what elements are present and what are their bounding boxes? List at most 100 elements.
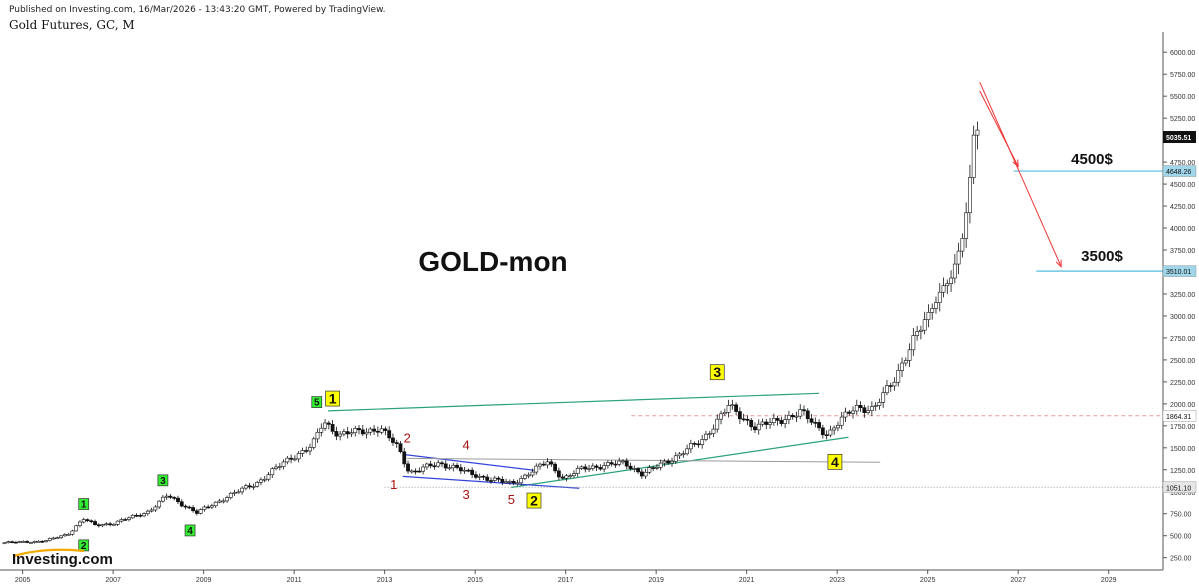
logo-swoosh-icon xyxy=(13,548,85,558)
candle-body xyxy=(259,479,263,483)
candle-body xyxy=(17,541,22,543)
candle-body xyxy=(730,404,735,407)
candle-body xyxy=(436,462,441,467)
candle-body xyxy=(123,519,128,521)
candle-body xyxy=(779,420,784,424)
candle-body xyxy=(183,505,188,508)
candle-body xyxy=(85,519,90,521)
candle-body xyxy=(851,410,855,414)
candle-body xyxy=(236,491,241,494)
candle-body xyxy=(952,263,957,279)
candle-body xyxy=(345,431,350,435)
candle-body xyxy=(93,521,97,526)
candle-body xyxy=(270,468,275,476)
candle-body xyxy=(500,478,505,483)
candle-body xyxy=(25,541,30,543)
price-label-box xyxy=(1162,410,1197,422)
candle-body xyxy=(903,360,908,364)
candle-body xyxy=(753,426,757,431)
candle-body xyxy=(455,464,459,468)
candle-body xyxy=(655,467,659,469)
candle-body xyxy=(228,492,233,498)
chart-title: GOLD-mon xyxy=(418,246,567,277)
candle-body xyxy=(149,509,154,512)
candle-body xyxy=(900,362,904,371)
wave-number: 2 xyxy=(404,431,411,446)
y-tick-label: 1500.00 xyxy=(1170,446,1195,453)
candle-body xyxy=(688,443,693,450)
candle-body xyxy=(391,437,395,443)
candle-body xyxy=(798,409,803,417)
price-label-box xyxy=(1162,265,1197,277)
y-tick-label: 4250.00 xyxy=(1170,204,1195,211)
y-tick-label: 500.00 xyxy=(1170,534,1192,541)
candle-body xyxy=(440,462,444,465)
y-tick-label: 250.00 xyxy=(1170,556,1192,563)
candle-body xyxy=(775,418,780,421)
candle-body xyxy=(334,431,339,437)
candle-body xyxy=(907,349,912,361)
wave-number: 1 xyxy=(390,477,397,492)
candle-body xyxy=(511,481,516,484)
candle-body xyxy=(666,460,671,464)
candle-body xyxy=(617,460,622,465)
candle-body xyxy=(749,420,754,428)
y-tick-label: 2750.00 xyxy=(1170,336,1195,343)
candle-body xyxy=(100,524,105,527)
candle-body xyxy=(89,520,94,522)
x-tick-label: 2023 xyxy=(829,577,845,584)
wave-badge-label: 3 xyxy=(713,364,721,380)
candle-body xyxy=(926,312,931,320)
candle-body xyxy=(888,385,893,387)
candle-body xyxy=(62,534,67,537)
candle-body xyxy=(296,453,301,460)
candle-body xyxy=(598,467,603,470)
candle-body xyxy=(734,404,739,412)
candle-body xyxy=(217,500,222,503)
wave-number: 4 xyxy=(462,438,469,453)
candle-body xyxy=(692,443,697,445)
candle-body xyxy=(364,431,369,435)
arrow-to-4500-head xyxy=(1012,159,1019,168)
symbol-title[interactable]: Gold Futures, GC, M xyxy=(9,18,135,32)
candle-body xyxy=(768,422,772,425)
y-tick-label: 5250.00 xyxy=(1170,116,1195,123)
candle-body xyxy=(881,392,886,403)
candle-body xyxy=(161,496,165,502)
candle-body xyxy=(937,291,942,303)
candle-body xyxy=(111,524,116,526)
candle-body xyxy=(198,509,203,514)
lower-trendline xyxy=(511,436,849,488)
candle-body xyxy=(304,450,309,452)
candle-body xyxy=(368,428,373,433)
candle-body xyxy=(477,475,482,478)
candle-body xyxy=(787,414,791,420)
candle-body xyxy=(519,478,524,484)
candle-body xyxy=(443,463,448,469)
wave-badge-label: 4 xyxy=(831,454,839,470)
candle-body xyxy=(915,331,920,336)
candle-body xyxy=(375,430,380,433)
candle-body xyxy=(70,530,75,535)
candle-body xyxy=(353,428,358,434)
candle-body xyxy=(922,319,927,331)
candle-body xyxy=(387,430,392,439)
y-tick-label: 3250.00 xyxy=(1170,292,1195,299)
y-tick-label: 750.00 xyxy=(1170,512,1192,519)
candle-body xyxy=(372,428,376,432)
wave-badge-bg xyxy=(526,492,542,509)
candle-body xyxy=(311,438,316,448)
candle-body xyxy=(281,461,286,467)
candle-body xyxy=(813,422,818,424)
candle-body xyxy=(323,422,327,429)
y-tick-label: 5500.00 xyxy=(1170,94,1195,101)
candle-body xyxy=(824,434,829,437)
candle-body xyxy=(187,506,192,509)
time-axis[interactable]: 2005 2007 2009 2011 2013 2015 2017 2019 2021 2023… xyxy=(15,570,1117,584)
candle-body xyxy=(968,177,972,214)
candle-body xyxy=(127,517,131,520)
candle-body xyxy=(934,302,938,309)
wave-badge-label: 5 xyxy=(314,398,320,409)
